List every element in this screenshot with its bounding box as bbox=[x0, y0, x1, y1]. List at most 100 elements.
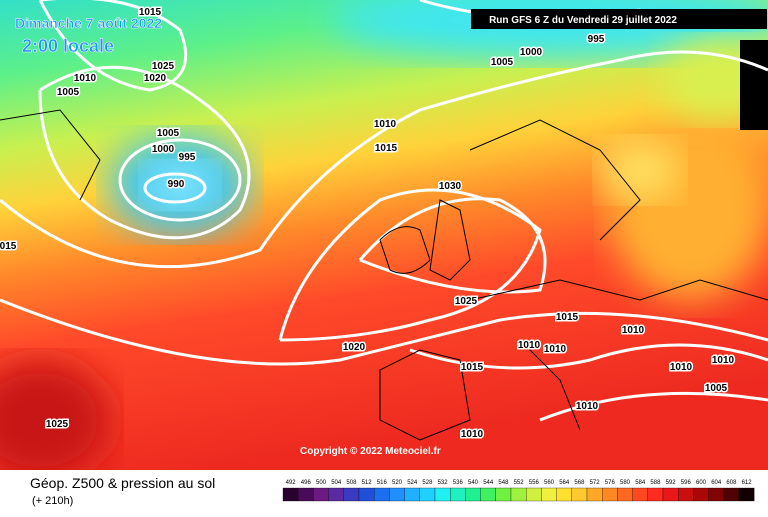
isobar-label: 1005 bbox=[491, 57, 514, 68]
legend-swatch bbox=[404, 487, 420, 502]
date-label: Dimanche 7 août 2022 bbox=[15, 15, 162, 31]
legend-label: 568 bbox=[574, 480, 585, 486]
legend-label: 524 bbox=[407, 480, 418, 486]
legend-swatch bbox=[480, 487, 496, 502]
isobar-label: 1015 bbox=[556, 312, 579, 323]
isobar-label: 1025 bbox=[46, 419, 69, 430]
legend-swatch bbox=[662, 487, 679, 502]
time-label: 2:00 locale bbox=[22, 36, 114, 56]
legend-swatch bbox=[389, 487, 405, 502]
legend-swatch bbox=[738, 487, 755, 502]
legend-label: 496 bbox=[301, 480, 312, 486]
legend-swatch bbox=[723, 487, 740, 502]
legend-swatch bbox=[465, 487, 481, 502]
legend-swatch bbox=[298, 487, 314, 502]
isobar-label: 995 bbox=[179, 152, 196, 163]
legend-label: 512 bbox=[362, 480, 373, 486]
legend-swatch bbox=[450, 487, 466, 502]
isobar-label: 990 bbox=[168, 179, 185, 190]
legend-swatch bbox=[343, 487, 360, 502]
legend-label: 492 bbox=[286, 480, 297, 486]
isobar-label: 1010 bbox=[576, 401, 599, 412]
isobar-label: 015 bbox=[0, 241, 17, 252]
legend-swatch bbox=[647, 487, 664, 502]
legend-label: 552 bbox=[514, 480, 525, 486]
legend-label: 544 bbox=[483, 480, 494, 486]
legend-swatch bbox=[510, 487, 527, 502]
legend-swatch bbox=[419, 487, 436, 502]
legend-swatch bbox=[693, 487, 709, 502]
legend-label: 528 bbox=[422, 480, 433, 486]
legend-scale: 492 496 500 504 508 512 516 520 524 528 532 536 540 5… bbox=[282, 480, 755, 502]
legend-label: 580 bbox=[620, 480, 631, 486]
legend-swatch bbox=[434, 487, 451, 502]
isobar-label: 1010 bbox=[712, 355, 735, 366]
legend-label: 532 bbox=[438, 480, 449, 486]
legend-label: 508 bbox=[346, 480, 357, 486]
legend-swatch bbox=[708, 487, 724, 502]
isobar-label: 1010 bbox=[544, 344, 567, 355]
coastlines bbox=[0, 109, 768, 441]
legend-swatch bbox=[495, 487, 512, 502]
run-label: Run GFS 6 Z du Vendredi 29 juillet 2022 bbox=[489, 15, 677, 26]
isobar-label: 1010 bbox=[74, 73, 97, 84]
isobar-label: 1015 bbox=[461, 362, 484, 373]
legend-swatch bbox=[358, 487, 375, 502]
legend-swatch bbox=[556, 487, 572, 502]
legend-label: 612 bbox=[742, 480, 753, 486]
copyright: Copyright © 2022 Meteociel.fr bbox=[300, 446, 441, 457]
legend-label: 584 bbox=[635, 480, 646, 486]
isobar-label: 1015 bbox=[375, 143, 398, 154]
legend-swatch bbox=[313, 487, 329, 502]
footer-title: Géop. Z500 & pression au sol bbox=[30, 475, 215, 491]
legend-label: 576 bbox=[605, 480, 616, 486]
legend-label: 536 bbox=[453, 480, 464, 486]
legend-label: 556 bbox=[529, 480, 540, 486]
isobar-label: 1005 bbox=[705, 383, 728, 394]
legend-label: 520 bbox=[392, 480, 403, 486]
footer-lead: (+ 210h) bbox=[32, 495, 73, 507]
isobar-label: 1010 bbox=[622, 325, 645, 336]
legend-label: 608 bbox=[726, 480, 737, 486]
legend-swatch bbox=[282, 487, 299, 502]
isobar-labels: 1015102510201010100510051000995990101010… bbox=[0, 6, 736, 442]
isobar-label: 1010 bbox=[518, 340, 541, 351]
legend-label: 500 bbox=[316, 480, 327, 486]
isobar-label: 1010 bbox=[374, 119, 397, 130]
map-field bbox=[0, 0, 768, 480]
legend-swatch bbox=[602, 487, 618, 502]
isobar-label: 1000 bbox=[152, 144, 175, 155]
isobar-label: 1005 bbox=[57, 87, 80, 98]
legend-swatch bbox=[526, 487, 542, 502]
legend-label: 596 bbox=[681, 480, 692, 486]
isobar-label: 1025 bbox=[152, 61, 175, 72]
legend-label: 564 bbox=[559, 480, 570, 486]
legend-label: 588 bbox=[650, 480, 661, 486]
legend-swatch bbox=[571, 487, 588, 502]
legend-label: 600 bbox=[696, 480, 707, 486]
legend-label: 548 bbox=[498, 480, 509, 486]
isobar-label: 1010 bbox=[670, 362, 693, 373]
legend-label: 540 bbox=[468, 480, 479, 486]
legend-swatch bbox=[617, 487, 633, 502]
run-banner bbox=[471, 9, 767, 29]
isobar-label: 1020 bbox=[343, 342, 366, 353]
legend-swatch bbox=[374, 487, 390, 502]
isobar-label: 1025 bbox=[455, 296, 478, 307]
isobar-label: 1000 bbox=[520, 47, 543, 58]
legend-label: 560 bbox=[544, 480, 555, 486]
legend-swatch bbox=[678, 487, 694, 502]
legend-swatch bbox=[586, 487, 603, 502]
legend-label: 504 bbox=[331, 480, 342, 486]
isobar-label: 1030 bbox=[439, 181, 462, 192]
legend-label: 592 bbox=[666, 480, 677, 486]
isobar-label: 1015 bbox=[139, 7, 162, 18]
legend-label: 516 bbox=[377, 480, 388, 486]
isobar-label: 1005 bbox=[157, 128, 180, 139]
isobar-label: 1020 bbox=[144, 73, 167, 84]
legend-label: 572 bbox=[590, 480, 601, 486]
isobar-label: 995 bbox=[588, 34, 605, 45]
legend-swatch bbox=[541, 487, 557, 502]
